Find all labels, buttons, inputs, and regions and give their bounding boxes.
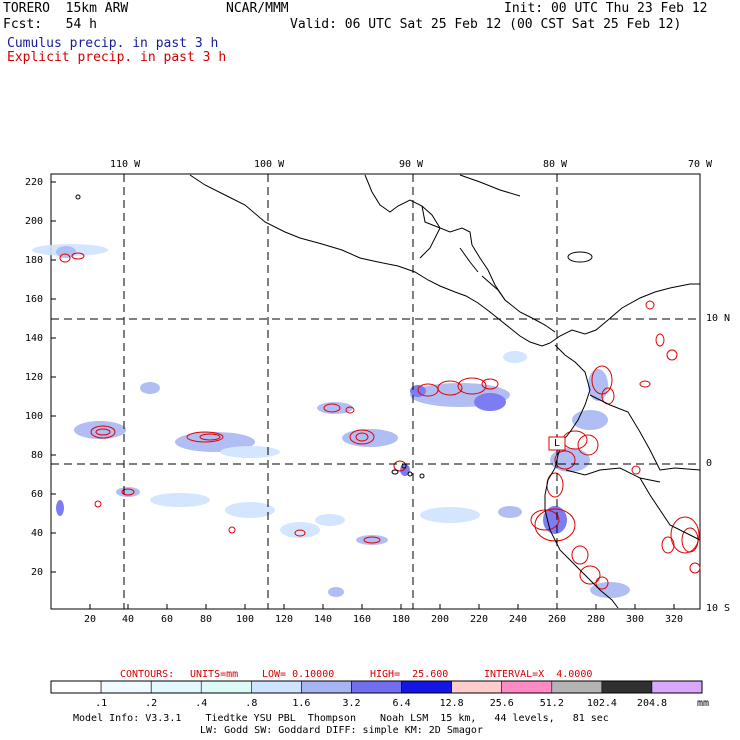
contours-high: HIGH= 25.600 [370, 669, 449, 680]
y-tick-label: 20 [31, 567, 44, 578]
lon-label-90w: 90 W [399, 159, 424, 170]
colorbar-level-label: .4 [195, 698, 208, 709]
x-tick-label: 240 [509, 614, 528, 625]
physics-info: LW: Godd SW: Goddard DIFF: simple KM: 2D… [200, 725, 483, 736]
contours-label: CONTOURS: [120, 669, 175, 680]
colorbar-level-label: 204.8 [636, 698, 668, 709]
model-info: Model Info: V3.3.1 Tiedtke YSU PBL Thomp… [73, 713, 609, 724]
x-tick-label: 280 [587, 614, 606, 625]
colorbar-level-label: 6.4 [392, 698, 411, 709]
forecast-hour: Fcst: 54 h [3, 17, 97, 32]
colorbar-units: mm [697, 698, 710, 709]
lat-label-0: 0 [706, 458, 713, 469]
x-tick-label: 80 [200, 614, 213, 625]
y-tick-label: 80 [31, 450, 44, 461]
colorbar-level-label: 1.6 [292, 698, 311, 709]
x-tick-label: 60 [161, 614, 174, 625]
lon-label-70w: 70 W [688, 159, 713, 170]
colorbar-level-label: 51.2 [539, 698, 564, 709]
lat-label-10s: 10 S [706, 603, 731, 614]
init-time: Init: 00 UTC Thu 23 Feb 12 [504, 1, 708, 16]
low-pressure-box [548, 436, 566, 451]
explicit-field-label: Explicit precip. in past 3 h [7, 50, 227, 65]
y-tick-label: 40 [31, 528, 44, 539]
y-axis-ticks [51, 181, 56, 573]
x-tick-label: 140 [314, 614, 333, 625]
lon-label-80w: 80 W [543, 159, 568, 170]
model-title: TORERO 15km ARW [3, 1, 129, 16]
contours-interval: INTERVAL=X 4.0000 [484, 669, 593, 680]
x-tick-label: 320 [665, 614, 684, 625]
colorbar-level-label: 3.2 [342, 698, 361, 709]
y-tick-label: 120 [25, 372, 44, 383]
y-tick-label: 180 [25, 255, 44, 266]
colorbar-level-label: .8 [245, 698, 258, 709]
colorbar-level-label: 102.4 [586, 698, 617, 709]
valid-time: Valid: 06 UTC Sat 25 Feb 12 (00 CST Sat … [290, 17, 682, 32]
y-tick-label: 100 [25, 411, 44, 422]
colorbar-level-label: .2 [145, 698, 158, 709]
lat-label-10n: 10 N [706, 313, 731, 324]
y-tick-label: 160 [25, 294, 44, 305]
y-tick-label: 60 [31, 489, 44, 500]
low-pressure-label: L [554, 438, 561, 449]
y-tick-label: 200 [25, 216, 44, 227]
x-axis-ticks [89, 604, 675, 609]
x-tick-label: 160 [353, 614, 372, 625]
y-tick-label: 220 [25, 177, 44, 188]
graticule [51, 174, 700, 609]
coastlines [75, 174, 701, 609]
x-tick-label: 200 [431, 614, 450, 625]
colorbar-level-label: .1 [95, 698, 108, 709]
cumulus-field-label: Cumulus precip. in past 3 h [7, 36, 219, 51]
contours-low: LOW= 0.10000 [262, 669, 335, 680]
x-tick-label: 260 [548, 614, 567, 625]
x-tick-label: 220 [470, 614, 489, 625]
lon-label-110w: 110 W [110, 159, 141, 170]
x-tick-label: 180 [392, 614, 411, 625]
x-tick-label: 100 [236, 614, 255, 625]
y-tick-label: 140 [25, 333, 44, 344]
contours-units: UNITS=mm [190, 669, 239, 680]
x-tick-label: 120 [275, 614, 294, 625]
x-tick-label: 40 [122, 614, 135, 625]
x-tick-label: 300 [626, 614, 645, 625]
colorbar-level-label: 12.8 [439, 698, 464, 709]
organization-label: NCAR/MMM [226, 1, 289, 16]
colorbar-level-label: 25.6 [489, 698, 514, 709]
lon-label-100w: 100 W [254, 159, 285, 170]
x-tick-label: 20 [84, 614, 97, 625]
